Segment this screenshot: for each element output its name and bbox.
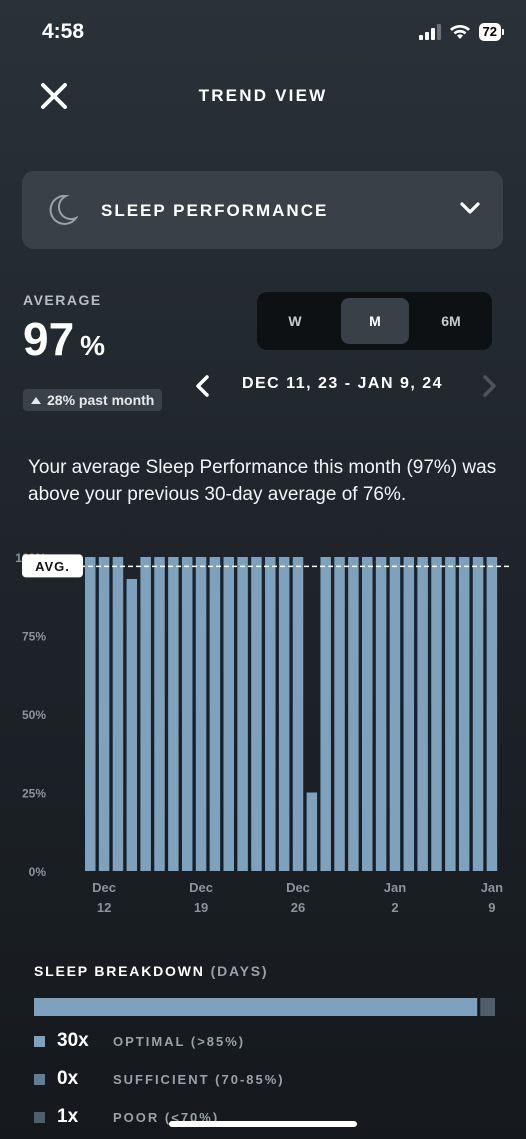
y-tick-label: 0% — [29, 865, 47, 879]
chart-bar — [168, 557, 179, 871]
chart-bar — [251, 557, 262, 871]
chart-bar — [403, 557, 415, 871]
legend-count-sufficient: 0x — [57, 1068, 79, 1089]
range-tabs: W M 6M — [257, 292, 492, 350]
page-title: TREND VIEW — [198, 86, 328, 105]
chart-bar — [431, 557, 442, 871]
chart-bar — [458, 557, 470, 871]
chart-bar — [223, 557, 234, 871]
chart-bar — [154, 557, 165, 871]
y-tick-label: 50% — [22, 708, 46, 722]
chevron-right-icon[interactable] — [478, 374, 500, 398]
breakdown-title-text: SLEEP BREAKDOWN — [34, 963, 205, 979]
x-tick-label: Dec — [189, 880, 213, 895]
x-tick-label: 19 — [194, 900, 208, 915]
average-tag — [22, 554, 83, 578]
chart-bar — [126, 578, 138, 871]
sleep-performance-chart: 100%75%50%25%0%AVG.Dec12Dec19Dec26Jan2Ja… — [15, 551, 510, 915]
chevron-left-icon[interactable] — [192, 374, 214, 398]
summary-text: Your average Sleep Performance this mont… — [28, 457, 497, 505]
chevron-down-icon[interactable] — [459, 200, 481, 216]
average-unit: % — [80, 330, 106, 361]
tab-week[interactable]: W — [288, 313, 302, 329]
battery-icon: 72 — [478, 23, 504, 41]
average-label: AVERAGE — [23, 292, 102, 308]
x-tick-label: Jan — [481, 880, 503, 895]
breakdown-segment — [34, 998, 478, 1016]
legend-count-optimal: 30x — [57, 1030, 89, 1051]
chart-bar — [278, 557, 290, 871]
chart-bar — [320, 557, 331, 871]
chart-bar — [486, 557, 498, 871]
legend-swatch-sufficient — [34, 1073, 45, 1085]
chart-bar — [445, 557, 456, 871]
x-tick-label: 2 — [391, 900, 398, 915]
metric-selector[interactable] — [22, 171, 503, 249]
legend-row-optimal: 30x OPTIMAL (>85%) — [34, 1030, 245, 1052]
y-tick-label: 25% — [22, 787, 46, 801]
x-tick-label: Jan — [384, 880, 406, 895]
chart-bar — [195, 557, 207, 871]
close-icon[interactable] — [36, 78, 72, 114]
average-number: 97 — [23, 313, 75, 365]
chart-bar — [112, 557, 124, 871]
legend-swatch-poor — [34, 1111, 45, 1123]
battery-level: 72 — [478, 23, 501, 41]
chart-bar — [334, 557, 345, 871]
y-tick-label: 75% — [22, 630, 46, 644]
legend-row-poor: 1x POOR (<70%) — [34, 1106, 219, 1128]
x-tick-label: Dec — [286, 880, 310, 895]
legend-row-sufficient: 0x SUFFICIENT (70-85%) — [34, 1068, 285, 1090]
metric-selector-label: SLEEP PERFORMANCE — [101, 201, 329, 220]
status-time: 4:58 — [42, 20, 85, 43]
signal-icon — [418, 24, 441, 40]
legend-count-poor: 1x — [57, 1106, 79, 1127]
breakdown-segment — [480, 998, 495, 1016]
breakdown-subtitle: (DAYS) — [210, 963, 269, 979]
legend-swatch-optimal — [34, 1035, 45, 1047]
status-icons: 72 — [418, 22, 504, 42]
arrow-up-icon — [31, 396, 41, 404]
chart-bar — [209, 557, 221, 871]
chart-bar — [237, 557, 248, 871]
chart-bar — [472, 557, 484, 871]
x-tick-label: Dec — [92, 880, 116, 895]
chart-bar — [140, 557, 151, 871]
average-delta-text: 28% past month — [47, 392, 155, 408]
home-indicator — [169, 1121, 357, 1127]
chart-bar — [98, 557, 110, 871]
x-tick-label: 26 — [291, 900, 305, 915]
average-delta-badge: 28% past month — [23, 389, 163, 411]
legend-label-optimal: OPTIMAL (>85%) — [113, 1033, 246, 1049]
date-range: DEC 11, 23 - JAN 9, 24 — [241, 375, 444, 392]
legend-label-poor: POOR (<70%) — [113, 1109, 220, 1125]
chart-bar — [292, 557, 304, 871]
chart-bar — [375, 557, 387, 871]
chart-bar — [362, 557, 373, 871]
chart-bar — [306, 792, 318, 871]
x-tick-label: 9 — [488, 900, 495, 915]
legend-label-sufficient: SUFFICIENT (70-85%) — [113, 1071, 285, 1087]
chart-bar — [181, 557, 193, 871]
average-value: 97% — [23, 312, 105, 366]
chart-bar — [348, 557, 359, 871]
moon-icon — [49, 194, 78, 225]
chart-bar — [417, 557, 428, 871]
wifi-icon — [449, 25, 470, 39]
tab-month[interactable]: M — [341, 298, 409, 344]
tab-6-months[interactable]: 6M — [441, 313, 461, 329]
x-tick-label: 12 — [97, 900, 111, 915]
average-tag-label: AVG. — [35, 559, 70, 574]
breakdown-title: SLEEP BREAKDOWN (DAYS) — [34, 963, 268, 979]
chart-bar — [85, 557, 96, 871]
breakdown-bar — [34, 998, 495, 1016]
chart-bar — [265, 557, 276, 871]
chart-bar — [389, 557, 401, 871]
